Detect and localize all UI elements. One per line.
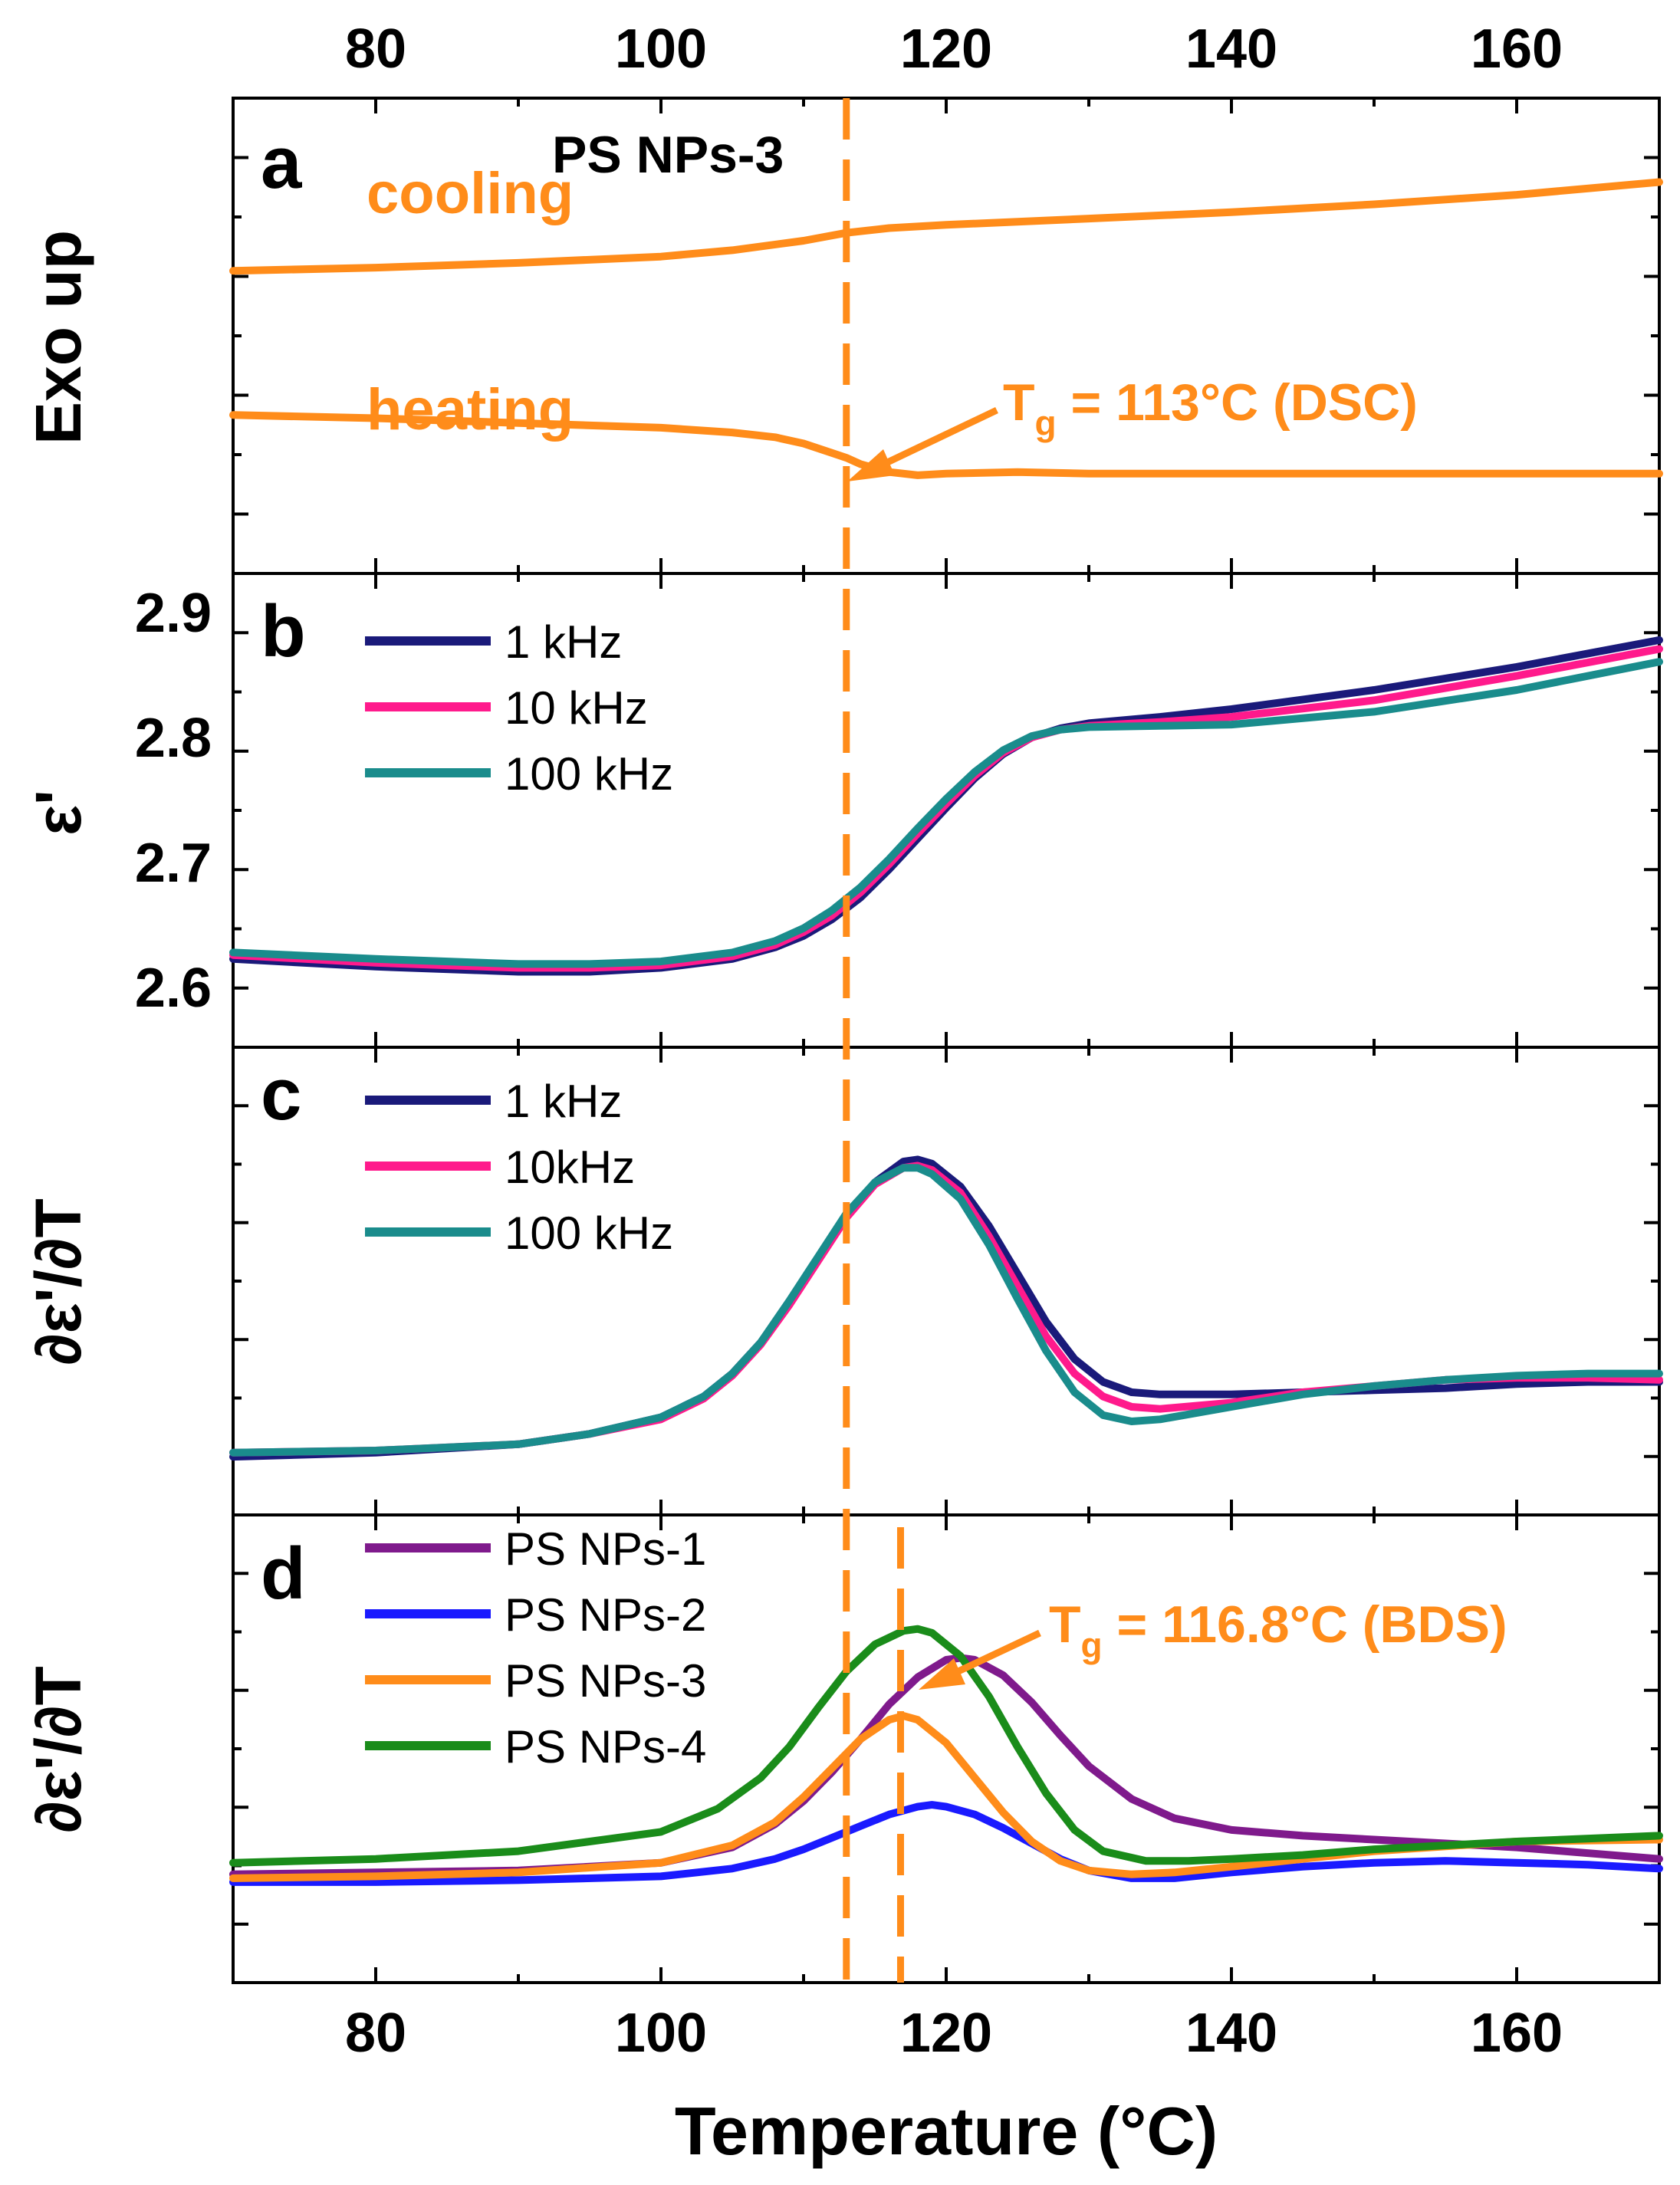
top-tick-label: 140 bbox=[1185, 18, 1277, 80]
y-tick-label: 2.9 bbox=[135, 583, 212, 644]
panel-label-c: c bbox=[261, 1053, 301, 1135]
series-line-d-2 bbox=[229, 1801, 1663, 1886]
y-tick-label: 2.8 bbox=[135, 708, 212, 769]
y-axis-title-d: ∂ε'/∂T bbox=[22, 1666, 94, 1833]
panel-a-title: PS NPs-3 bbox=[552, 126, 784, 184]
y-tick-label: 2.6 bbox=[135, 958, 212, 1019]
tg-dsc-annotation: Tg = 113°C (DSC) bbox=[1003, 373, 1418, 443]
x-axis-title: Temperature (°C) bbox=[675, 2093, 1218, 2169]
x-tick-label: 100 bbox=[615, 2003, 707, 2064]
series-line-a-2 bbox=[229, 411, 1663, 479]
x-tick-label: 80 bbox=[345, 2003, 406, 2064]
y-tick-label: 2.7 bbox=[135, 833, 212, 894]
panel-label-b: b bbox=[261, 590, 306, 672]
series-line-d-4 bbox=[229, 1625, 1663, 1867]
legend-label: 1 kHz bbox=[505, 616, 622, 668]
x-tick-label: 140 bbox=[1185, 2003, 1277, 2064]
legend-label: 1 kHz bbox=[505, 1076, 622, 1127]
series-label-cooling: cooling bbox=[367, 161, 574, 226]
legend-label: 10kHz bbox=[505, 1142, 635, 1193]
legend-c: 1 kHz 10kHz 100 kHz bbox=[365, 1076, 673, 1259]
x-tick-label: 120 bbox=[900, 2003, 992, 2064]
x-tick-label: 160 bbox=[1471, 2003, 1563, 2064]
y-axis-title-a: Exo up bbox=[22, 230, 94, 445]
panel-label-a: a bbox=[261, 122, 302, 204]
legend-b: 1 kHz 10 kHz 100 kHz bbox=[365, 616, 673, 800]
legend-d: PS NPs-1 PS NPs-2 PS NPs-3 PS NPs-4 bbox=[365, 1523, 706, 1773]
top-axis-tick-labels: 80 100 120 140 160 bbox=[345, 18, 1563, 80]
series-line-d-3 bbox=[229, 1712, 1663, 1882]
tg-bds-annotation: Tg = 116.8°C (BDS) bbox=[1049, 1595, 1507, 1665]
panel-b-y-tick-labels: 2.6 2.7 2.8 2.9 bbox=[135, 583, 212, 1019]
y-axis-title-b: ε' bbox=[22, 790, 94, 836]
series-line-b-3 bbox=[229, 658, 1663, 968]
legend-label: PS NPs-3 bbox=[505, 1655, 706, 1707]
legend-label: 100 kHz bbox=[505, 748, 673, 800]
legend-label: PS NPs-1 bbox=[505, 1523, 706, 1575]
legend-label: 10 kHz bbox=[505, 682, 648, 734]
legend-label: 100 kHz bbox=[505, 1208, 673, 1259]
tg-bds-arrow bbox=[919, 1629, 1041, 1690]
series-line-a-1 bbox=[229, 178, 1663, 275]
axis-ticks bbox=[232, 98, 1661, 1983]
top-tick-label: 100 bbox=[615, 18, 707, 80]
panel-label-d: d bbox=[261, 1533, 306, 1615]
series-layer bbox=[229, 178, 1663, 1886]
y-axis-title-c: ∂ε'/∂T bbox=[22, 1198, 94, 1365]
tg-dsc-arrow bbox=[847, 406, 998, 481]
top-tick-label: 80 bbox=[345, 18, 406, 80]
series-label-heating: heating bbox=[367, 377, 574, 442]
legend-label: PS NPs-2 bbox=[505, 1589, 706, 1641]
bottom-axis-tick-labels: 80 100 120 140 160 bbox=[345, 2003, 1563, 2064]
top-tick-label: 160 bbox=[1471, 18, 1563, 80]
top-tick-label: 120 bbox=[900, 18, 992, 80]
series-line-c-3 bbox=[229, 1164, 1663, 1457]
legend-label: PS NPs-4 bbox=[505, 1721, 706, 1773]
